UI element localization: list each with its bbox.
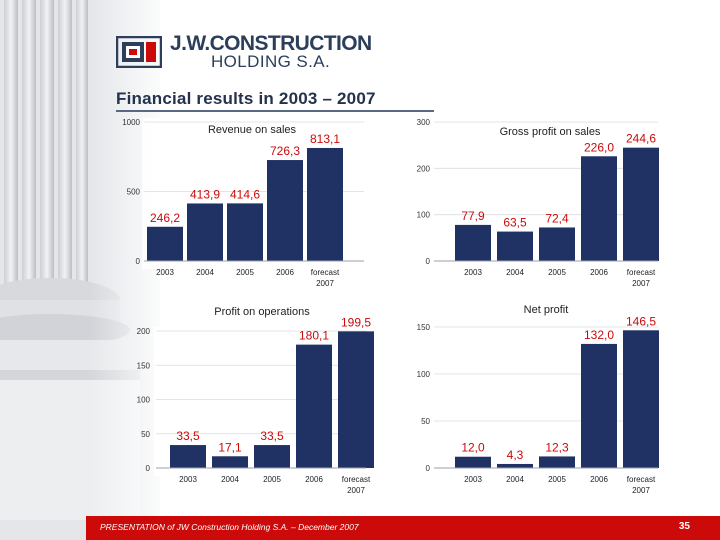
x-tick-label: 2005 xyxy=(263,475,281,484)
chart-title: Revenue on sales xyxy=(208,124,297,136)
x-tick-label: 2007 xyxy=(632,279,650,288)
x-tick-label: 2007 xyxy=(632,486,650,495)
x-tick-label: 2005 xyxy=(548,475,566,484)
footer-bar: PRESENTATION of JW Construction Holding … xyxy=(86,516,720,540)
x-tick-label: 2003 xyxy=(464,475,482,484)
y-tick-label: 150 xyxy=(137,361,151,370)
bar xyxy=(296,344,332,468)
bar xyxy=(307,147,343,261)
bar-value-label: 414,6 xyxy=(230,187,260,201)
bar xyxy=(539,456,575,468)
bar-value-label: 33,5 xyxy=(176,429,200,443)
bar-value-label: 726,3 xyxy=(270,144,300,158)
x-tick-label: 2006 xyxy=(590,268,608,277)
bar xyxy=(497,231,533,261)
bar-value-label: 132,0 xyxy=(584,328,614,342)
y-tick-label: 0 xyxy=(426,257,431,266)
x-tick-label: forecast xyxy=(342,475,371,484)
bar xyxy=(539,227,575,261)
bar xyxy=(623,330,659,468)
bar xyxy=(147,226,183,261)
bar-value-label: 244,6 xyxy=(626,132,656,146)
y-tick-label: 50 xyxy=(421,417,430,426)
y-tick-label: 100 xyxy=(417,370,431,379)
bar-value-label: 77,9 xyxy=(461,209,485,223)
bar xyxy=(455,456,491,468)
bar-value-label: 12,3 xyxy=(545,440,569,454)
bar xyxy=(581,343,617,468)
y-tick-label: 1000 xyxy=(122,118,140,127)
x-tick-label: 2006 xyxy=(590,475,608,484)
title-divider xyxy=(116,110,434,112)
footer-text: PRESENTATION of JW Construction Holding … xyxy=(100,522,359,532)
x-tick-label: 2004 xyxy=(506,475,524,484)
bar-value-label: 146,5 xyxy=(626,314,656,328)
bar-value-label: 33,5 xyxy=(260,429,284,443)
x-tick-label: 2003 xyxy=(464,268,482,277)
y-tick-label: 100 xyxy=(137,396,151,405)
x-tick-label: 2006 xyxy=(276,268,294,277)
bar xyxy=(497,463,533,468)
bar-value-label: 813,1 xyxy=(310,132,340,146)
x-tick-label: 2005 xyxy=(548,268,566,277)
bar-value-label: 413,9 xyxy=(190,187,220,201)
page-title: Financial results in 2003 – 2007 xyxy=(116,89,376,108)
company-name-line1: J.W.CONSTRUCTION xyxy=(170,32,372,55)
y-tick-label: 0 xyxy=(146,464,151,473)
y-tick-label: 200 xyxy=(417,164,431,173)
company-name-line2: HOLDING S.A. xyxy=(211,52,331,71)
y-tick-label: 50 xyxy=(141,430,150,439)
chart-title: Gross profit on sales xyxy=(500,126,601,138)
x-tick-label: forecast xyxy=(627,475,656,484)
bar-value-label: 12,0 xyxy=(461,441,485,455)
x-tick-label: 2005 xyxy=(236,268,254,277)
bar-value-label: 17,1 xyxy=(218,440,242,454)
bar xyxy=(623,147,659,261)
x-tick-label: 2003 xyxy=(179,475,197,484)
bar xyxy=(170,445,206,468)
y-tick-label: 300 xyxy=(417,118,431,127)
x-tick-label: 2004 xyxy=(196,268,214,277)
y-tick-label: 0 xyxy=(136,257,141,266)
x-tick-label: 2004 xyxy=(506,268,524,277)
bar-value-label: 246,2 xyxy=(150,211,180,225)
x-tick-label: forecast xyxy=(627,268,656,277)
bar-value-label: 63,5 xyxy=(503,216,527,230)
chart-title: Net profit xyxy=(524,304,569,316)
bar xyxy=(212,456,248,468)
y-tick-label: 150 xyxy=(417,323,431,332)
x-tick-label: forecast xyxy=(311,268,340,277)
x-tick-label: 2007 xyxy=(316,279,334,288)
bar xyxy=(581,156,617,261)
y-tick-label: 500 xyxy=(127,188,141,197)
bar xyxy=(227,203,263,261)
bar xyxy=(455,224,491,261)
bar-value-label: 226,0 xyxy=(584,140,614,154)
company-logo-icon xyxy=(116,36,162,68)
bar-value-label: 180,1 xyxy=(299,329,329,343)
y-tick-label: 0 xyxy=(426,464,431,473)
bar xyxy=(187,203,223,261)
bar xyxy=(254,445,290,468)
chart-title: Profit on operations xyxy=(214,306,310,318)
page-number: 35 xyxy=(678,521,690,532)
bar-value-label: 72,4 xyxy=(545,211,569,225)
bar-value-label: 199,5 xyxy=(341,315,371,329)
x-tick-label: 2007 xyxy=(347,486,365,495)
x-tick-label: 2006 xyxy=(305,475,323,484)
bar xyxy=(338,331,374,468)
bar xyxy=(267,160,303,261)
y-tick-label: 100 xyxy=(417,211,431,220)
y-tick-label: 200 xyxy=(137,327,151,336)
x-tick-label: 2004 xyxy=(221,475,239,484)
x-tick-label: 2003 xyxy=(156,268,174,277)
bar-value-label: 4,3 xyxy=(507,448,524,462)
